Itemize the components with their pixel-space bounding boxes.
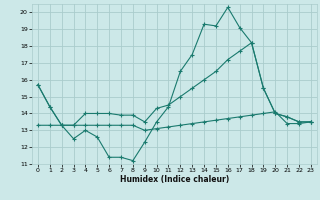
X-axis label: Humidex (Indice chaleur): Humidex (Indice chaleur): [120, 175, 229, 184]
